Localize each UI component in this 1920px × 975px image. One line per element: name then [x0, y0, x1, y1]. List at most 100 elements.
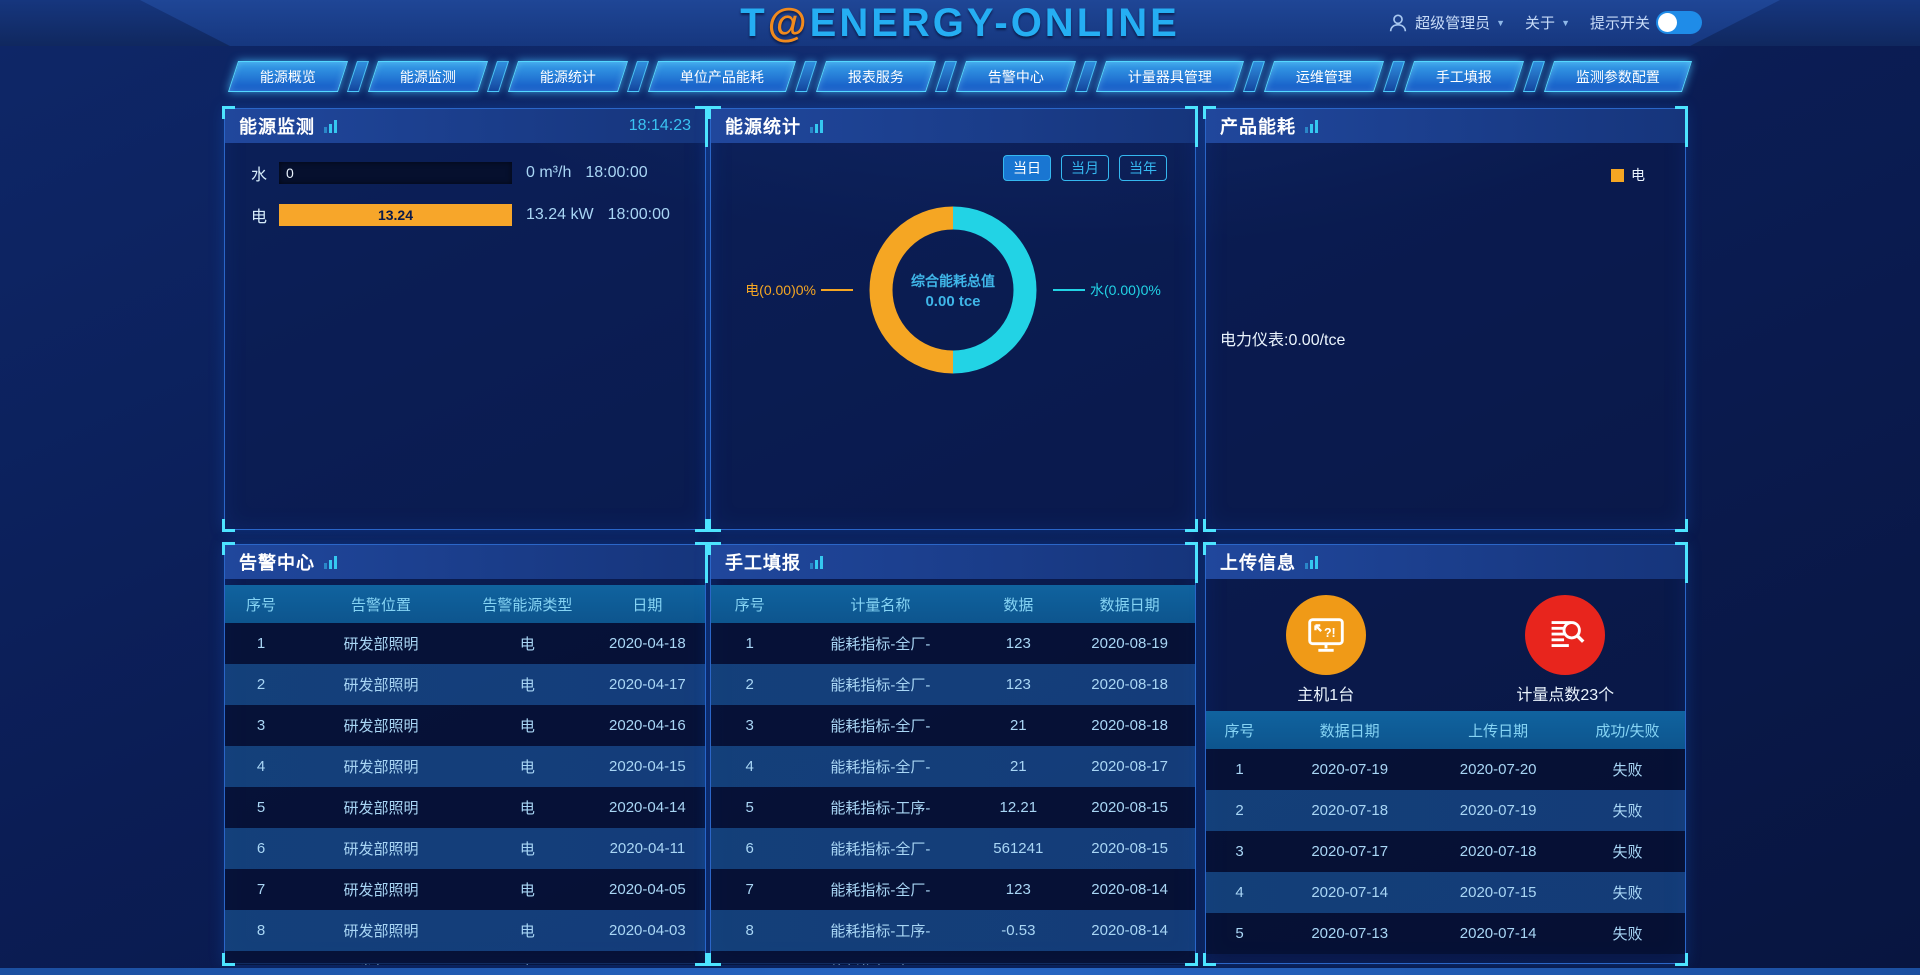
nav-tab-4[interactable]: 单位产品能耗 [647, 60, 797, 92]
table-cell: 2020-07-15 [1459, 884, 1537, 901]
table-header-cell: 上传日期 [1468, 722, 1529, 740]
table-cell: 2020-07-14 [1311, 884, 1389, 901]
table-cell: 21 [1009, 717, 1027, 734]
about-menu[interactable]: 关于 ▼ [1525, 12, 1570, 33]
nav-tab-label: 能源监测 [400, 68, 456, 84]
table-cell: 研发部照明 [343, 923, 419, 940]
table-header-cell: 数据 [1003, 596, 1034, 614]
corner-bracket [222, 106, 235, 119]
table-cell: 电 [519, 800, 535, 817]
nav-separator [1382, 60, 1406, 92]
panel-title: 产品能耗 [1220, 117, 1296, 137]
table-header-cell: 序号 [734, 596, 765, 614]
meter-points-search-icon [1525, 595, 1606, 675]
corner-bracket [1203, 519, 1216, 532]
table-header-cell: 告警能源类型 [482, 596, 573, 614]
table-cell: -0.53 [1001, 922, 1036, 939]
table-cell: 2020-07-18 [1459, 843, 1537, 860]
nav-separator [626, 60, 650, 92]
corner-bracket [695, 953, 708, 966]
table-cell: 2020-07-19 [1311, 761, 1389, 778]
table-cell: 9 [711, 963, 788, 965]
table-cell: 6 [745, 840, 754, 857]
period-tab-2[interactable]: 当月 [1061, 155, 1109, 181]
table-cell: 2020-04-11 [609, 840, 686, 857]
table-cell: 3 [1235, 843, 1244, 860]
period-tab-1[interactable]: 当日 [1003, 155, 1051, 181]
table-header-cell: 数据日期 [1099, 596, 1160, 614]
table-row: 4 研发部照明 电 2020-04-15 [225, 746, 705, 787]
host-monitor-icon: ?! [1285, 595, 1366, 675]
nav-tab-10[interactable]: 监测参数配置 [1543, 60, 1693, 92]
table-cell: 2020-07-14 [1459, 925, 1537, 942]
nav-tab-8[interactable]: 运维管理 [1263, 60, 1385, 92]
electricity-bar: 13.24 [279, 204, 512, 226]
corner-bracket [708, 519, 721, 532]
nav-tab-1[interactable]: 能源概览 [227, 60, 349, 92]
nav-tab-2[interactable]: 能源监测 [367, 60, 489, 92]
table-cell: 能耗指标-全厂- [830, 882, 931, 899]
panel-clock: 18:14:23 [628, 117, 691, 134]
points-summary: 计量点数23个 [1446, 595, 1686, 705]
bar-value-text: 0 [286, 165, 294, 181]
user-menu[interactable]: 超级管理员 ▼ [1387, 12, 1505, 34]
corner-bracket [1185, 106, 1198, 147]
table-cell: 2020-04-02 [590, 963, 705, 965]
table-cell: 电 [519, 636, 535, 653]
table-cell: 2020-08-19 [1091, 635, 1168, 652]
table-cell: 2020-04-15 [609, 758, 686, 775]
table-cell: 2020-07-17 [1311, 843, 1389, 860]
top-header-bar: T@ENERGY-ONLINE 超级管理员 ▼ 关于 ▼ 提示开关 [0, 0, 1920, 46]
table-body: 1 2020-07-19 2020-07-20 失败 2 2020-07-18 2020-0… [1206, 749, 1685, 954]
table-cell: 能耗指标-全厂- [830, 636, 931, 653]
legend-swatch [1611, 168, 1624, 182]
table-header-cell: 序号 [245, 596, 276, 614]
table-header-row: 序号 数据日期 上传日期 成功/失败 [1206, 711, 1685, 749]
tip-switch-toggle[interactable] [1656, 11, 1702, 34]
nav-tab-6[interactable]: 告警中心 [955, 60, 1077, 92]
bar-chart-icon [1305, 119, 1318, 133]
table-row: 3 2020-07-17 2020-07-18 失败 [1206, 831, 1685, 872]
table-cell: 研发部照明 [343, 882, 419, 899]
table-cell: 2020-04-03 [609, 922, 686, 939]
table-cell: 研发部照明 [343, 718, 419, 735]
logo-at-flame-icon: @ [767, 1, 810, 45]
logo-suffix: ENERGY-ONLINE [809, 1, 1180, 45]
table-cell: 8 [745, 922, 754, 939]
nav-tab-7[interactable]: 计量器具管理 [1095, 60, 1245, 92]
table-cell: 电 [519, 841, 535, 858]
table-cell: 56 [972, 963, 1064, 965]
nav-tab-3[interactable]: 能源统计 [507, 60, 629, 92]
period-tab-3[interactable]: 当年 [1119, 155, 1167, 181]
panel-title: 手工填报 [725, 553, 801, 573]
reading-time: 18:00:00 [607, 206, 670, 223]
energy-type-label: 水 [251, 167, 268, 184]
table-header-cell: 告警位置 [350, 596, 411, 614]
table-cell: 研发部照明 [343, 841, 419, 858]
table-row: 6 能耗指标-全厂- 561241 2020-08-15 [711, 828, 1195, 869]
nav-tab-9[interactable]: 手工填报 [1403, 60, 1525, 92]
table-cell: 失败 [1612, 844, 1643, 861]
panel-header: 能源监测 18:14:23 [225, 109, 705, 143]
electricity-reading: 13.24 kW 18:00:00 [526, 206, 670, 224]
corner-bracket [1203, 106, 1216, 119]
table-cell: 研发部照明 [343, 636, 419, 653]
panel-body: 当日 当月 当年 电(0.00)0% 综合能耗总值 0.00 tce 水(0.00)… [711, 143, 1195, 531]
table-cell: 5 [1235, 925, 1244, 942]
corner-bracket [1675, 106, 1688, 147]
about-label: 关于 [1525, 15, 1556, 32]
nav-tab-5[interactable]: 报表服务 [815, 60, 937, 92]
nav-tab-label: 计量器具管理 [1128, 68, 1212, 84]
table-cell: 能耗指标-全厂- [788, 961, 972, 965]
host-summary: ?! 主机1台 [1206, 595, 1446, 705]
water-reading: 0 m³/h 18:00:00 [526, 164, 648, 182]
bar-chart-icon [810, 555, 823, 569]
corner-bracket [1675, 519, 1688, 532]
corner-bracket [1203, 542, 1216, 555]
panel-title: 告警中心 [239, 553, 315, 573]
water-bar: 0 [279, 162, 512, 184]
tip-switch-group: 提示开关 [1590, 11, 1702, 34]
svg-text:?!: ?! [1324, 626, 1336, 640]
corner-bracket [222, 519, 235, 532]
panel-product-energy: 产品能耗 电 电力仪表:0.00/tce [1203, 106, 1688, 532]
